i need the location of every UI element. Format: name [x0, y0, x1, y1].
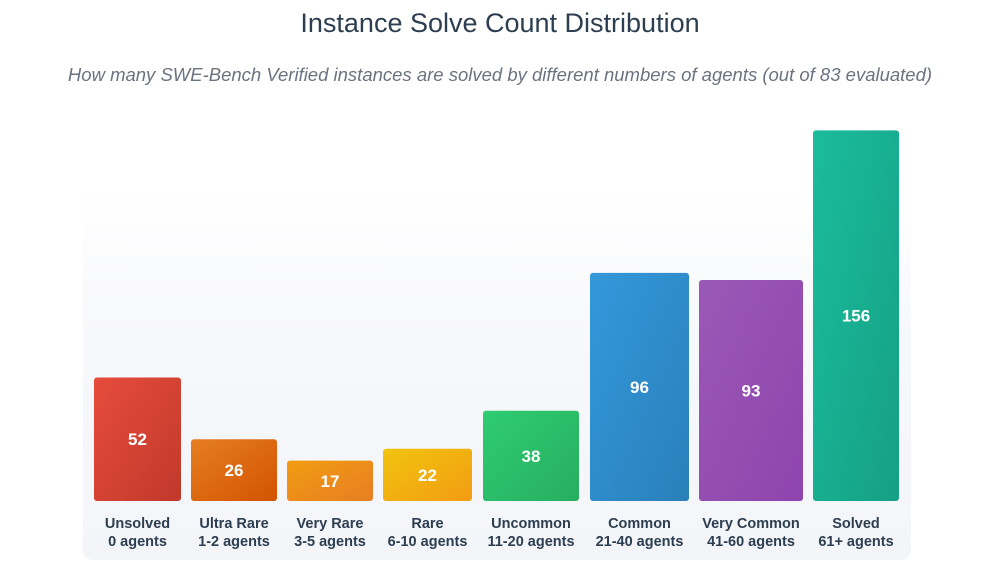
bars-group: 52 26 17 22 38 96 93 156 [94, 130, 899, 501]
labels-group: Unsolved 0 agents Ultra Rare 1-2 agents Very… [105, 516, 894, 550]
category-name-label: Common [608, 516, 671, 532]
bar-ultra-rare [191, 439, 277, 501]
category-range-label: 21-40 agents [596, 534, 684, 550]
category-range-label: 6-10 agents [388, 534, 468, 550]
bar-unsolved [94, 377, 181, 501]
bar-value-label: 96 [630, 378, 649, 397]
category-name-label: Unsolved [105, 516, 170, 532]
bar-value-label: 52 [128, 430, 147, 449]
bar-value-label: 26 [225, 461, 244, 480]
category-name-label: Uncommon [491, 516, 571, 532]
category-name-label: Very Common [702, 516, 800, 532]
bar-rare [383, 448, 472, 501]
category-range-label: 11-20 agents [487, 534, 574, 550]
chart-subtitle: How many SWE-Bench Verified instances ar… [67, 64, 933, 85]
category-name-label: Ultra Rare [199, 516, 268, 532]
bar-value-label: 156 [842, 307, 870, 326]
bar-value-label: 17 [321, 472, 340, 491]
bar-solved [813, 130, 899, 501]
category-range-label: 41-60 agents [707, 534, 795, 550]
category-range-label: 61+ agents [818, 534, 893, 550]
bar-value-label: 22 [418, 466, 437, 485]
category-name-label: Solved [832, 516, 880, 532]
category-name-label: Rare [411, 516, 443, 532]
bar-very-rare [287, 460, 373, 501]
bar-uncommon [483, 410, 579, 501]
bar-value-label: 38 [522, 447, 541, 466]
bar-common [590, 272, 689, 501]
bar-very-common [699, 280, 803, 501]
category-name-label: Very Rare [297, 516, 364, 532]
chart-title: Instance Solve Count Distribution [300, 8, 700, 38]
category-range-label: 0 agents [108, 534, 167, 550]
bar-value-label: 93 [742, 382, 761, 401]
category-range-label: 1-2 agents [198, 534, 270, 550]
category-range-label: 3-5 agents [294, 534, 366, 550]
